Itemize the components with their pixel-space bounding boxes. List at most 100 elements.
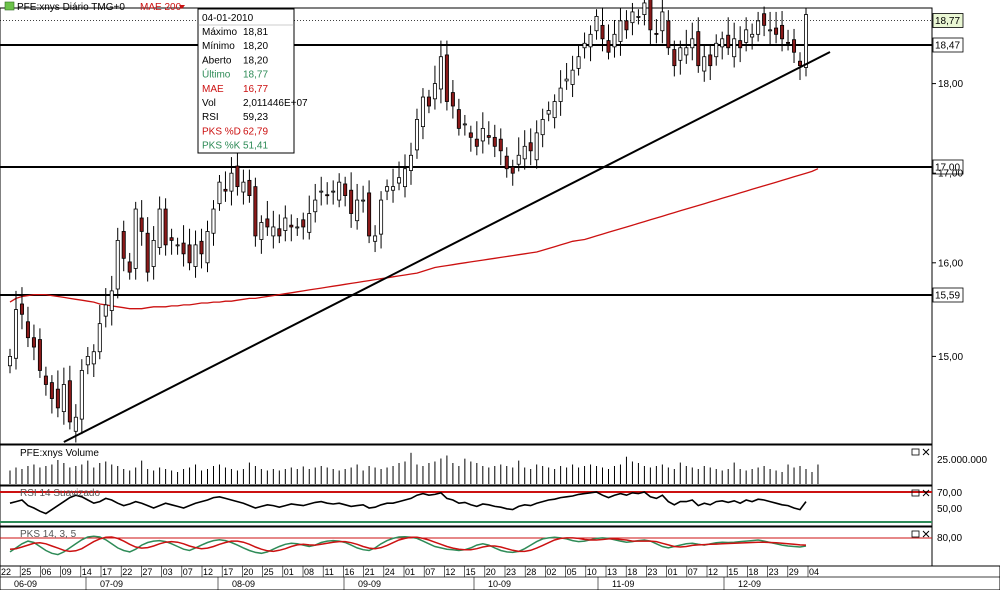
overlay-label[interactable]: MAE 200 (140, 2, 182, 13)
volume-panel-frame (0, 444, 933, 486)
candle-body (450, 92, 455, 107)
x-axis-day-label: 24 (385, 567, 395, 577)
data-window-row-label: PKS %K (202, 141, 241, 152)
candle-body (325, 194, 330, 197)
candle-body (534, 132, 539, 161)
rsi-series (0, 491, 932, 523)
maximize-icon[interactable] (911, 489, 920, 497)
data-window-date: 04-01-2010 (202, 13, 254, 24)
data-window-row-label: Vol (202, 98, 216, 109)
candle-body (480, 127, 485, 142)
x-axis-month-label: 07-09 (100, 579, 123, 589)
x-axis-day-label: 27 (142, 567, 152, 577)
x-axis-day-label: 21 (365, 567, 375, 577)
close-icon[interactable] (922, 489, 930, 497)
x-axis-background (0, 565, 1000, 590)
x-axis-day-label: 20 (243, 567, 253, 577)
candle-body (654, 33, 659, 35)
candle-body (564, 78, 569, 82)
candle-body (187, 244, 192, 264)
candle-body (714, 42, 719, 58)
series-label: PFE:xnys Diário TMG+0 (17, 2, 125, 13)
candle-body (7, 355, 12, 367)
candle-body (792, 39, 797, 53)
x-axis-day-label: 07 (183, 567, 193, 577)
candle-body (594, 15, 599, 32)
x-axis-day-label: 25 (264, 567, 274, 577)
candle-body (253, 186, 258, 237)
candle-body (786, 41, 791, 44)
candle-body (307, 213, 312, 233)
candle-body (397, 177, 402, 184)
volume-panel-controls[interactable] (911, 448, 930, 456)
stoch-panel-label: PKS 14, 3, 5 (20, 529, 77, 540)
candle-body (25, 321, 30, 339)
candle-body (379, 199, 384, 235)
stoch-panel-controls[interactable] (911, 530, 930, 538)
volume-bars (9, 452, 819, 484)
data-window-row-label: Mínimo (202, 41, 235, 52)
candle-body (732, 38, 737, 58)
price-panel-frame (0, 7, 933, 445)
candle-body (498, 138, 503, 152)
candle-body (474, 138, 479, 147)
x-axis-day-label: 10 (587, 567, 597, 577)
maximize-icon[interactable] (911, 448, 920, 456)
x-axis-month-label: 08-09 (232, 579, 255, 589)
volume-panel-label: PFE:xnys Volume (20, 448, 99, 459)
candle-body (169, 237, 174, 241)
data-window: 04-01-2010 Máximo 18,81 Mínimo 18,20 Aberto 1… (197, 8, 308, 154)
header-legend[interactable]: PFE:xnys Diário TMG+0 MAE 200 (4, 1, 185, 13)
candle-body (546, 110, 551, 115)
data-window-frame (197, 8, 295, 154)
horizontal-level-lines: 18,77 18,47 17,00 15,59 (0, 13, 964, 303)
candle-body (145, 232, 150, 273)
price-axis-ticks: 18,00 17,00 16,00 15,00 (932, 79, 963, 363)
candle-body (720, 38, 725, 48)
rsi-axis-label-70: 70,00 (937, 488, 962, 499)
candle-body (319, 190, 324, 193)
candle-body (684, 47, 689, 56)
level-label-box (932, 37, 964, 53)
candle-body (259, 222, 264, 240)
candle-body (217, 181, 222, 205)
candle-body (97, 323, 102, 353)
x-axis-day-label: 14 (82, 567, 92, 577)
x-axis-day-label: 23 (769, 567, 779, 577)
mae200-line (9, 168, 819, 310)
x-axis-day-label: 05 (567, 567, 577, 577)
candle-body (109, 290, 114, 311)
candle-body (133, 208, 138, 269)
candle-body (708, 54, 713, 67)
candle-body (115, 239, 120, 290)
close-icon[interactable] (922, 530, 930, 538)
candle-body (61, 384, 66, 413)
x-axis-day-label: 18 (748, 567, 758, 577)
overlay-dropdown-icon[interactable] (179, 5, 185, 9)
x-axis-day-label: 08 (304, 567, 314, 577)
rsi-panel-controls[interactable] (911, 489, 930, 497)
candle-body (139, 217, 144, 232)
close-icon[interactable] (922, 448, 930, 456)
candle-body (349, 189, 354, 214)
level-label: 18,47 (935, 41, 960, 52)
maximize-icon[interactable] (911, 530, 920, 538)
candle-body (702, 56, 707, 72)
candle-body (552, 101, 557, 119)
candle-body (403, 168, 408, 188)
candle-body (672, 49, 677, 67)
candle-body (774, 27, 779, 35)
x-axis-day-label: 12 (708, 567, 718, 577)
pks-d-line (9, 536, 807, 553)
x-axis-month-label: 06-09 (14, 579, 37, 589)
data-window-row-value: 62,79 (243, 126, 268, 137)
candle-body (606, 40, 611, 53)
candle-body (151, 239, 156, 267)
candle-body (361, 199, 366, 202)
price-tick-label: 15,00 (938, 352, 963, 363)
rsi-line (9, 491, 807, 515)
candle-body (205, 231, 210, 264)
candle-body (199, 240, 204, 255)
data-window-row-value: 51,41 (243, 141, 268, 152)
x-axis-day-label: 01 (668, 567, 678, 577)
